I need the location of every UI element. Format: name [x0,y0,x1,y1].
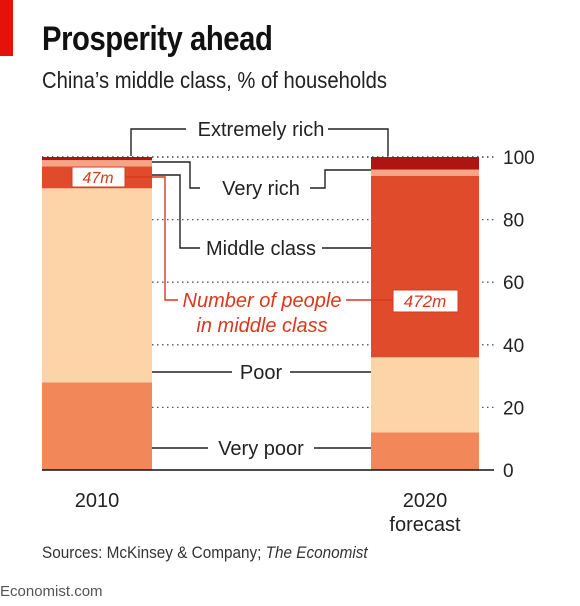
leader-extremely-rich-left [130,128,186,156]
people-count-2020: 472m [404,292,447,311]
bar-extremely_rich-0 [42,157,152,161]
bar-poor-1 [371,357,479,433]
brand-red-tag [0,0,13,56]
source-note: Sources: McKinsey & Company; The Economi… [42,543,368,563]
people-count-2010: 47m [82,170,113,187]
y-tick-label-0: 0 [503,461,514,482]
label-very-poor: Very poor [218,438,304,460]
chart-subtitle: China’s middle class, % of households [42,67,388,93]
label-very-rich: Very rich [222,178,300,200]
leader-very-rich-left [152,161,200,189]
y-tick-label-60: 60 [503,273,524,294]
label-extremely-rich: Extremely rich [198,119,325,141]
bar-very_rich-0 [42,160,152,167]
category-label-0-0: 2010 [75,490,120,512]
label-poor: Poor [240,362,283,384]
y-tick-label-100: 100 [503,148,535,169]
bar-poor-0 [42,188,152,383]
category-label-1-0: 2020 [403,490,448,512]
leader-very-rich-right [310,169,371,189]
leader-middle-class-left [152,174,200,249]
bar-middle_class-1 [371,175,479,358]
bar-very_rich-1 [371,169,479,176]
annotation-line-2: in middle class [196,315,327,337]
people-box-2020 [392,289,459,313]
label-middle-class: Middle class [206,238,316,260]
brand-logo-text: Economist.com [0,583,103,600]
annotation-line-1: Number of people [183,290,342,312]
y-tick-label-20: 20 [503,398,524,419]
y-tick-label-40: 40 [503,336,524,357]
y-tick-label-80: 80 [503,211,524,232]
category-label-1-1: forecast [389,514,461,536]
source-text: Sources: McKinsey & Company; [42,543,266,562]
leader-extremely-rich-right [328,128,389,156]
bar-very_poor-1 [371,432,479,470]
bar-extremely_rich-1 [371,157,479,170]
bar-very_poor-0 [42,382,152,470]
annotation-leader-left [125,176,178,301]
chart-title: Prosperity ahead [42,20,273,58]
source-publication: The Economist [265,543,368,562]
